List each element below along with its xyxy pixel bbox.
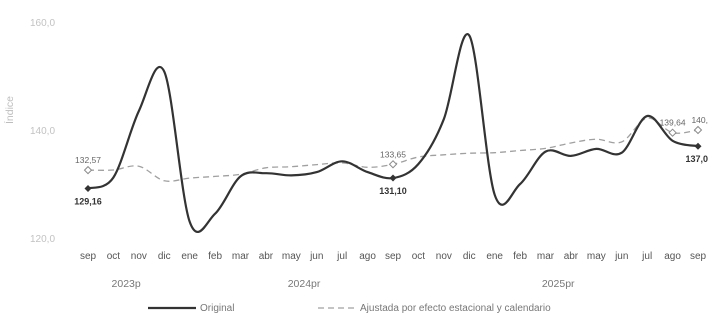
x-tick-label: abr xyxy=(259,251,274,262)
data-point-ajustada xyxy=(83,165,93,175)
y-tick-label: 160,0 xyxy=(30,18,55,29)
data-point-original xyxy=(84,185,92,193)
data-point-ajustada xyxy=(693,125,703,135)
data-label: 131,10 xyxy=(379,186,407,196)
x-tick-label: ago xyxy=(359,251,376,262)
x-tick-label: mar xyxy=(232,251,250,262)
y-tick-label: 120,0 xyxy=(30,234,55,245)
data-label: 139,64 xyxy=(660,118,686,128)
series-line-original xyxy=(87,33,699,233)
data-label-layer: 129,16 131,10 137,0 132,57 133,65 139,64 140, xyxy=(74,115,708,207)
y-tick-label: 140,0 xyxy=(30,126,55,137)
x-tick-label: ene xyxy=(181,251,198,262)
x-tick-label: nov xyxy=(131,251,147,262)
x-tick-label: mar xyxy=(537,251,555,262)
x-tick-label: ene xyxy=(486,251,503,262)
data-label: 129,16 xyxy=(74,197,102,207)
x-tick-label: feb xyxy=(208,251,222,262)
legend-label-ajustada: Ajustada por efecto estacional y calenda… xyxy=(360,303,551,314)
x-tick-label: jul xyxy=(641,251,652,262)
series-layer xyxy=(87,33,699,233)
data-label: 137,0 xyxy=(685,154,708,164)
x-tick-label: nov xyxy=(436,251,452,262)
x-tick-label: dic xyxy=(158,251,171,262)
x-tick-label: jun xyxy=(309,251,323,262)
x-tick-label: oct xyxy=(107,251,121,262)
data-label: 133,65 xyxy=(380,149,406,159)
data-point-ajustada xyxy=(668,128,677,137)
data-point-ajustada xyxy=(388,160,398,169)
x-axis: sep oct nov dic ene feb mar abr may jun jul ago sep o… xyxy=(80,251,707,290)
x-tick-label: dic xyxy=(463,251,476,262)
x-tick-label: sep xyxy=(690,251,707,262)
x-year-label: 2025pr xyxy=(542,278,575,290)
x-tick-label: sep xyxy=(80,251,97,262)
x-tick-label: may xyxy=(282,251,301,262)
x-tick-label: oct xyxy=(412,251,426,262)
x-tick-label: ago xyxy=(664,251,681,262)
x-tick-label: sep xyxy=(385,251,402,262)
data-label: 140, xyxy=(691,115,708,125)
x-tick-label: feb xyxy=(513,251,527,262)
x-tick-label: jul xyxy=(336,251,347,262)
x-year-label: 2024pr xyxy=(288,278,321,290)
x-tick-label: may xyxy=(587,251,606,262)
x-tick-label: jun xyxy=(614,251,628,262)
legend: Original Ajustada por efecto estacional y… xyxy=(148,303,551,314)
x-tick-label: abr xyxy=(564,251,579,262)
data-point-original xyxy=(694,142,702,150)
x-year-label: 2023p xyxy=(112,278,141,290)
data-point-original xyxy=(389,174,397,182)
marker-layer xyxy=(83,125,703,193)
legend-label-original: Original xyxy=(200,303,234,314)
y-axis-title: Índice xyxy=(3,96,16,124)
y-axis: 120,0 140,0 160,0 Índice xyxy=(3,18,55,245)
data-label: 132,57 xyxy=(75,155,101,165)
